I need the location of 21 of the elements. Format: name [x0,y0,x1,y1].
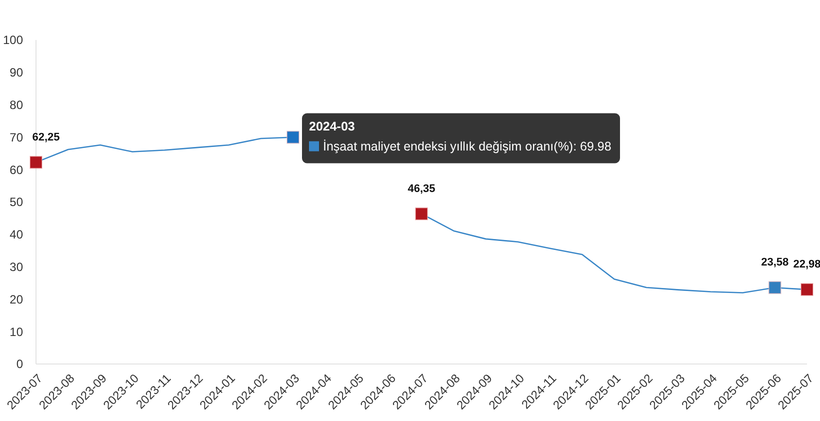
data-label: 23,58 [761,256,789,269]
point [800,283,814,296]
data-label: 46,35 [408,182,436,195]
text: İnşaat maliyet endeksi yıllık değişim oranı(%): 69.98 [323,139,612,154]
y-tick-label: 50 [10,195,24,210]
y-tick-label: 0 [16,357,24,372]
data-label: 62,25 [32,131,60,144]
y-tick-label: 30 [10,260,24,274]
y-tick-label: 60 [10,162,24,177]
y-tick-label: 40 [10,228,24,242]
y-tick-label: 10 [10,324,24,339]
point [768,281,782,294]
point [415,207,428,220]
y-tick-label: 80 [10,98,24,112]
y-tick-label: 20 [10,292,24,306]
point [286,130,300,144]
y-tick-label: 100 [2,33,24,48]
annotation: 2024-03 [309,119,355,134]
y-tick-label: 70 [10,130,24,144]
y-tick-label: 90 [10,66,24,80]
point [30,156,42,169]
